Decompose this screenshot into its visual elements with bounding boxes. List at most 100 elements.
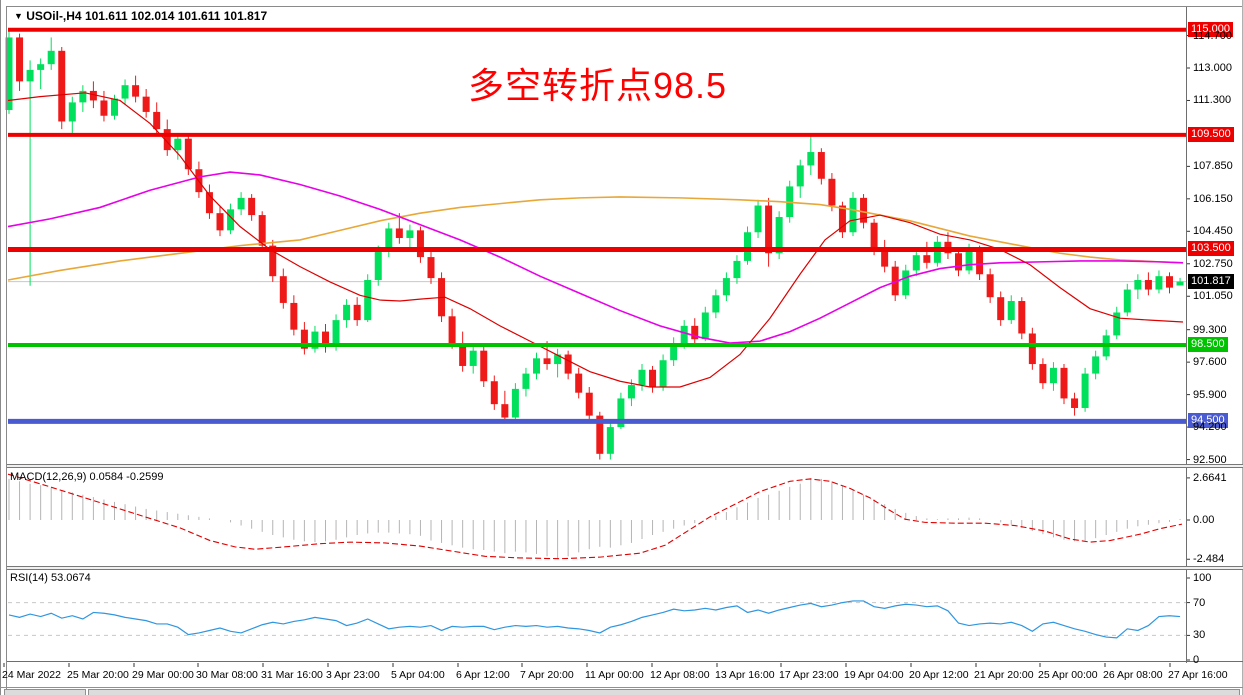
candle-body[interactable] xyxy=(955,253,962,271)
candle-body[interactable] xyxy=(16,37,24,82)
candle-body[interactable] xyxy=(1166,276,1173,288)
candle-body[interactable] xyxy=(807,152,815,166)
candle-body[interactable] xyxy=(332,320,340,347)
candle-body[interactable] xyxy=(1039,364,1047,384)
candle-body[interactable] xyxy=(395,228,403,238)
candle-body[interactable] xyxy=(659,360,667,387)
candle-body[interactable] xyxy=(511,388,519,418)
candle-body[interactable] xyxy=(100,100,108,116)
candle-body[interactable] xyxy=(227,209,235,231)
candle-body[interactable] xyxy=(216,213,224,231)
candle-body[interactable] xyxy=(617,398,625,428)
candle-body[interactable] xyxy=(1123,289,1131,313)
candle-body[interactable] xyxy=(712,295,720,313)
candle-body[interactable] xyxy=(891,266,899,296)
candle-body[interactable] xyxy=(279,276,287,303)
separator-macd-rsi[interactable] xyxy=(7,566,1243,570)
candle-body[interactable] xyxy=(1134,280,1142,290)
candle-body[interactable] xyxy=(1081,373,1089,408)
candle-body[interactable] xyxy=(1007,301,1015,321)
candle-body[interactable] xyxy=(554,354,562,365)
candle-body[interactable] xyxy=(1049,367,1057,384)
candle-body[interactable] xyxy=(343,304,351,321)
candle-body[interactable] xyxy=(163,129,171,151)
candle-body[interactable] xyxy=(796,165,804,187)
candle-body[interactable] xyxy=(838,205,846,233)
candle-body[interactable] xyxy=(976,249,984,275)
candle-body[interactable] xyxy=(722,278,730,296)
candle-body[interactable] xyxy=(248,197,256,216)
candle-body[interactable] xyxy=(205,192,213,214)
candle-body[interactable] xyxy=(585,392,593,416)
candle-body[interactable] xyxy=(649,369,657,387)
candle-body[interactable] xyxy=(933,241,941,263)
candle-body[interactable] xyxy=(564,354,572,374)
candle-body[interactable] xyxy=(606,427,614,454)
candle-body[interactable] xyxy=(1155,276,1163,290)
candle-body[interactable] xyxy=(627,385,635,399)
candle-body[interactable] xyxy=(322,331,329,347)
candle-body[interactable] xyxy=(237,197,245,210)
candle-body[interactable] xyxy=(290,302,298,330)
candle-body[interactable] xyxy=(543,358,551,365)
candle-body[interactable] xyxy=(849,197,857,233)
candle-body[interactable] xyxy=(311,331,319,349)
candle-body[interactable] xyxy=(37,64,45,70)
candle-body[interactable] xyxy=(986,274,994,298)
candle-body[interactable] xyxy=(111,98,118,116)
candle-body[interactable] xyxy=(1092,356,1100,374)
candle-body[interactable] xyxy=(184,138,192,170)
candle-body[interactable] xyxy=(902,270,910,296)
candle-body[interactable] xyxy=(26,69,34,82)
candle-body[interactable] xyxy=(870,222,878,250)
candle-body[interactable] xyxy=(1060,367,1068,399)
candle-body[interactable] xyxy=(448,316,456,344)
candle-body[interactable] xyxy=(490,381,498,405)
candle-body[interactable] xyxy=(754,205,762,233)
candle-body[interactable] xyxy=(1018,301,1026,334)
candle-body[interactable] xyxy=(132,85,140,97)
candle-body[interactable] xyxy=(353,304,361,321)
candle-body[interactable] xyxy=(680,325,688,344)
candle-body[interactable] xyxy=(5,37,13,111)
candle-body[interactable] xyxy=(533,358,540,374)
candle-body[interactable] xyxy=(881,249,889,267)
candle-body[interactable] xyxy=(47,50,55,65)
candle-body[interactable] xyxy=(427,257,435,279)
candle-body[interactable] xyxy=(459,343,467,366)
candle-body[interactable] xyxy=(258,215,266,246)
candle-body[interactable] xyxy=(385,228,393,252)
h-scrollbar-thumb[interactable] xyxy=(88,689,1240,695)
candle-body[interactable] xyxy=(480,350,488,382)
candle-body[interactable] xyxy=(300,329,308,349)
candle-body[interactable] xyxy=(68,102,76,122)
candle-body[interactable] xyxy=(775,216,783,254)
candle-body[interactable] xyxy=(860,197,868,223)
candle-body[interactable] xyxy=(1028,333,1036,365)
candle-body[interactable] xyxy=(269,245,277,277)
h-scrollbar-tab[interactable] xyxy=(4,689,86,695)
candle-body[interactable] xyxy=(691,325,699,340)
candle-body[interactable] xyxy=(1176,281,1184,286)
candle-body[interactable] xyxy=(153,111,161,130)
candle-body[interactable] xyxy=(364,280,372,321)
candle-body[interactable] xyxy=(575,373,583,393)
candle-body[interactable] xyxy=(522,373,530,389)
candle-body[interactable] xyxy=(965,249,973,271)
candle-body[interactable] xyxy=(121,85,129,99)
candle-body[interactable] xyxy=(817,152,825,179)
candle-body[interactable] xyxy=(744,232,751,261)
candle-body[interactable] xyxy=(701,312,709,340)
collapse-arrow-icon[interactable]: ▼ xyxy=(14,11,23,21)
separator-main-macd[interactable] xyxy=(7,464,1243,468)
candle-body[interactable] xyxy=(1113,312,1121,336)
candle-body[interactable] xyxy=(1071,398,1079,408)
chart-annotation-text[interactable]: 多空转折点98.5 xyxy=(468,65,728,106)
candle-body[interactable] xyxy=(406,230,414,238)
candle-body[interactable] xyxy=(765,205,773,254)
candle-body[interactable] xyxy=(416,230,424,258)
candle-body[interactable] xyxy=(89,90,97,101)
candle-body[interactable] xyxy=(638,369,646,386)
candle-body[interactable] xyxy=(1144,280,1152,290)
